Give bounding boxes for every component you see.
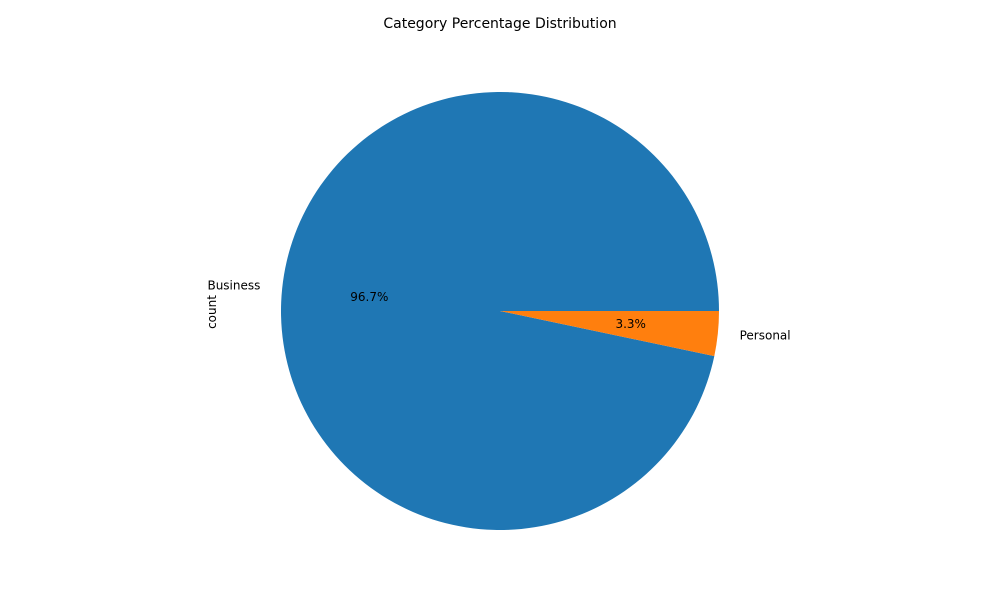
slice-percent-personal: 3.3% [615, 317, 646, 331]
pie-labels: Business 96.7% Personal 3.3% [207, 279, 790, 343]
pie-slice-business [280, 91, 720, 530]
slice-percent-business: 96.7% [350, 290, 388, 304]
slice-label-personal: Personal [740, 328, 791, 342]
y-axis-label: count [205, 295, 219, 329]
pie-slice-personal [500, 311, 719, 357]
chart-title: Category Percentage Distribution [383, 16, 616, 32]
slice-label-business: Business [207, 279, 260, 293]
pie-slices [280, 91, 720, 530]
